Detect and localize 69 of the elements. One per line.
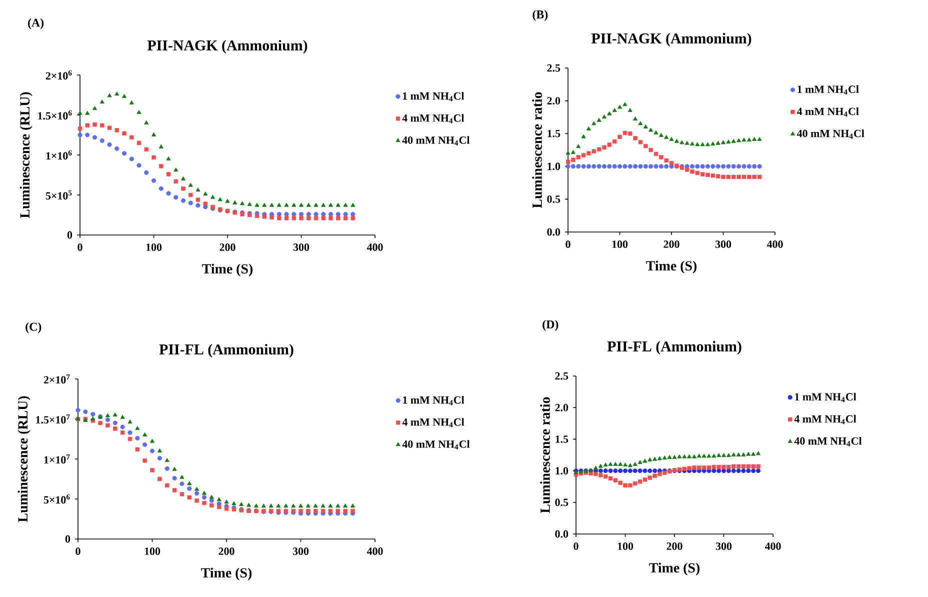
y-tick-label: 1.5×10$^{6}$ — [38, 110, 72, 120]
y-axis-title: Luminescence (RLU) — [18, 396, 30, 522]
x-tick-label: 0 — [76, 548, 80, 555]
x-tick-label: 300 — [293, 244, 310, 251]
legend-label: 4 mM NH$_{4}$Cl — [794, 414, 856, 424]
x-axis-title: Time (S) — [201, 568, 252, 580]
legend-label: 40 mM NH$_{4}$Cl — [402, 440, 470, 450]
x-tick-label: 300 — [715, 240, 732, 248]
y-tick-label: 2.0 — [547, 97, 560, 105]
y-axis-title: Luminescence ratio — [532, 92, 542, 208]
y-tick-label: 2×10$^{6}$ — [46, 70, 72, 80]
legend-label: 1 mM NH$_{4}$Cl — [402, 92, 464, 102]
y-tick-label: 2.0 — [555, 404, 568, 412]
y-tick-label: 2.5 — [555, 372, 568, 380]
x-tick-label: 200 — [220, 244, 236, 251]
x-tick-label: 100 — [144, 548, 160, 555]
y-tick-label: 5×10$^{6}$ — [44, 494, 70, 504]
y-tick-label: 1.0 — [548, 162, 560, 170]
y-tick-label: 0.5 — [555, 498, 568, 506]
x-axis-title: Time (S) — [649, 562, 700, 576]
y-tick-label: 1×10$^{7}$ — [44, 454, 70, 464]
y-tick-label: 1.5 — [556, 436, 568, 443]
y-tick-label: 0 — [65, 535, 70, 543]
y-tick-label: 0.0 — [555, 530, 568, 538]
x-tick-label: 0 — [574, 542, 578, 550]
chart-title: PII-FL (Ammonium) — [607, 340, 742, 355]
x-axis-title: Time (S) — [202, 264, 253, 276]
chart-title: PII-FL (Ammonium) — [159, 344, 294, 358]
legend-label: 1 mM NH$_{4}$Cl — [798, 85, 859, 95]
legend-label: 4 mM NH$_{4}$Cl — [796, 107, 859, 117]
y-tick-label: 1.5×10$^{7}$ — [36, 414, 70, 424]
x-tick-label: 300 — [716, 542, 732, 550]
y-axis-title: Luminescence (RLU) — [20, 92, 32, 218]
x-axis-title: Time (S) — [646, 260, 697, 274]
x-tick-label: 400 — [764, 542, 781, 550]
legend-label: 40 mM NH$_{4}$Cl — [794, 437, 862, 446]
chart-title: PII-NAGK (Ammonium) — [591, 32, 752, 47]
y-tick-label: 1×10$^{6}$ — [46, 150, 72, 160]
y-tick-label: 0.5 — [547, 195, 560, 203]
legend-label: 40 mM NH$_{4}$Cl — [796, 129, 864, 139]
x-tick-label: 400 — [366, 244, 383, 251]
y-tick-label: 1.0 — [556, 467, 568, 475]
x-tick-label: 100 — [146, 244, 162, 251]
x-tick-label: 0 — [78, 244, 82, 251]
x-tick-label: 200 — [666, 542, 682, 550]
y-tick-label: 1.5 — [548, 130, 560, 138]
chart-title: PII-NAGK (Ammonium) — [147, 40, 308, 54]
legend-label: 1 mM NH$_{4}$Cl — [795, 392, 856, 402]
x-tick-label: 400 — [766, 240, 783, 248]
legend-label: 4 mM NH$_{4}$Cl — [402, 418, 464, 428]
text: (A) — [28, 18, 44, 30]
legend-label: 40 mM NH$_{4}$Cl — [402, 136, 470, 146]
x-tick-label: 200 — [218, 548, 234, 555]
text: (B) — [532, 10, 548, 21]
legend-label: 1 mM NH$_{4}$Cl — [403, 396, 464, 406]
legend-label: 4 mM NH$_{4}$Cl — [402, 114, 464, 124]
y-tick-label: 5×10$^{5}$ — [46, 190, 72, 200]
text: (C) — [26, 322, 42, 334]
y-tick-label: 2.5 — [547, 64, 560, 72]
y-tick-label: 0.0 — [547, 228, 560, 236]
x-tick-label: 200 — [664, 240, 680, 248]
text: (D) — [542, 320, 558, 331]
y-axis-title: Luminescence ratio — [540, 397, 550, 514]
y-tick-label: 0 — [67, 231, 72, 239]
x-tick-label: 100 — [618, 542, 634, 550]
x-tick-label: 300 — [292, 548, 309, 555]
x-tick-label: 100 — [612, 240, 628, 248]
x-tick-label: 400 — [366, 548, 383, 555]
y-tick-label: 2×10$^{7}$ — [44, 374, 70, 384]
